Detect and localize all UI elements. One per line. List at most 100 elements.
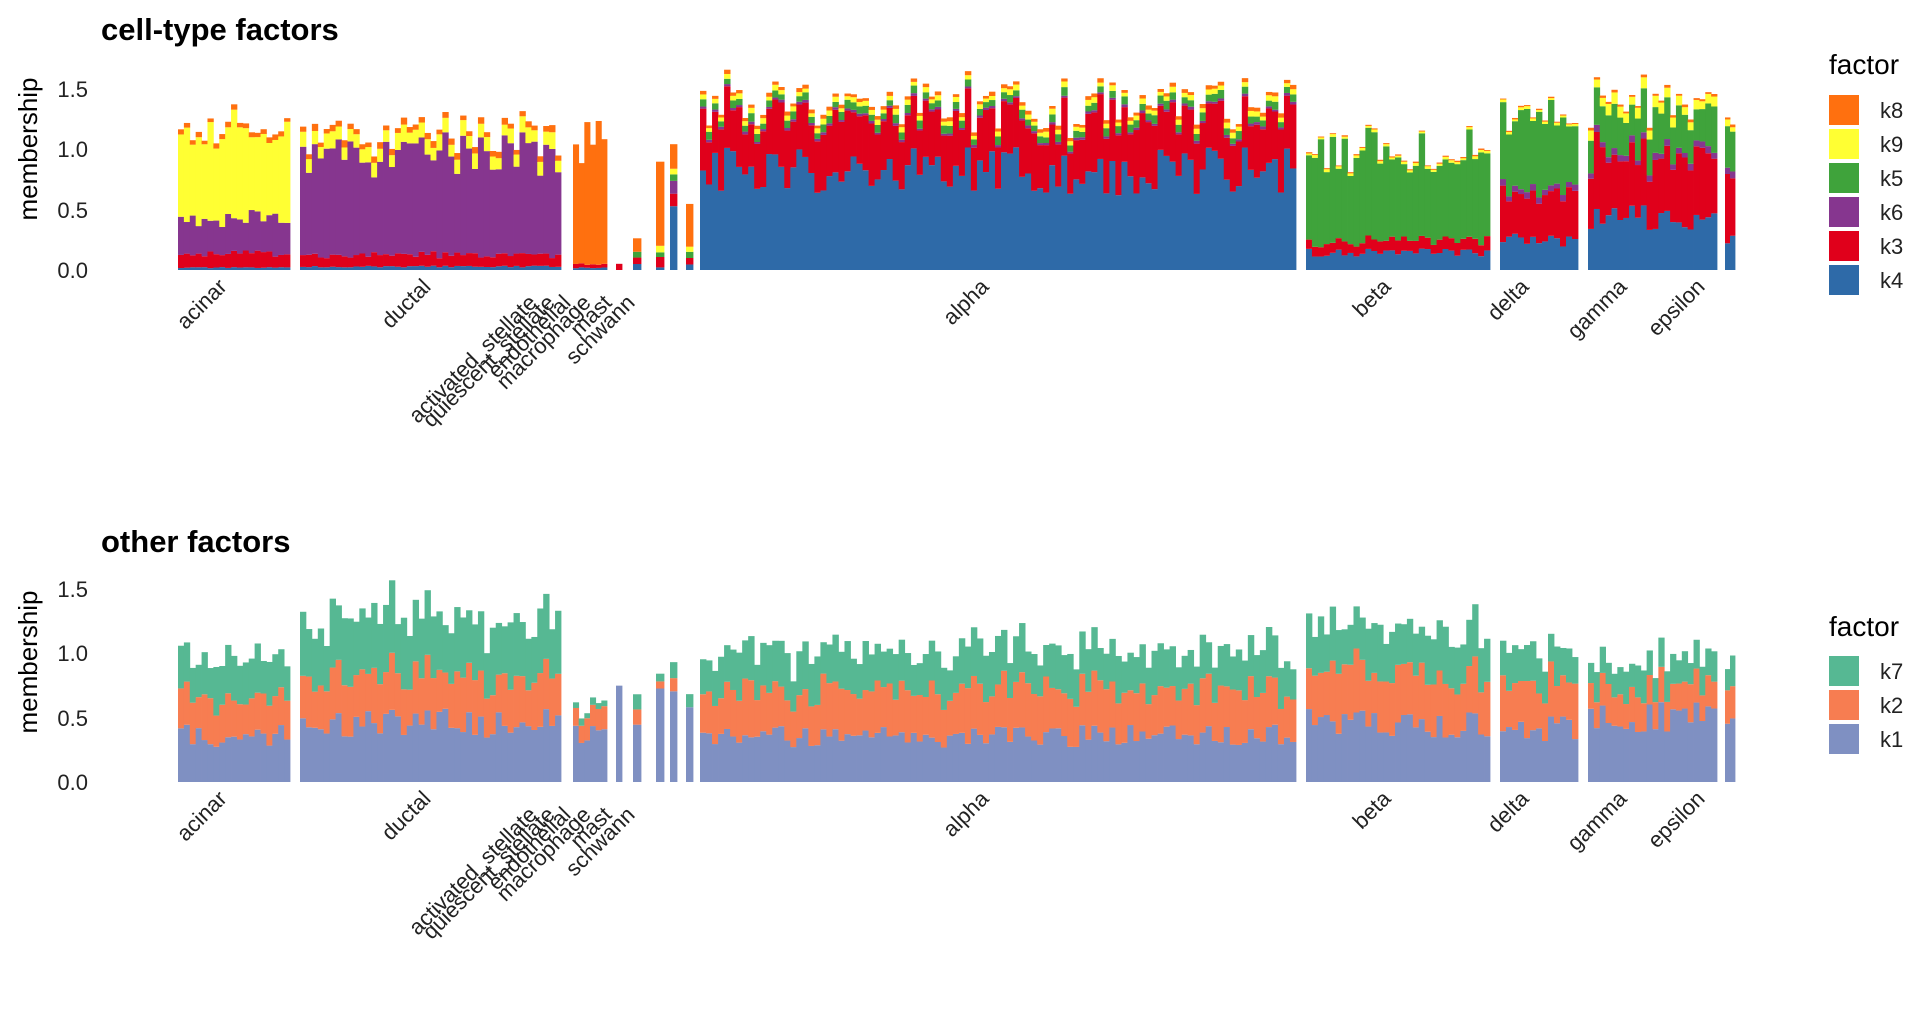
bar-segment-k2: [1235, 690, 1243, 745]
bar-segment-k3: [284, 254, 291, 268]
bar-segment-k1: [1681, 708, 1689, 782]
bar-segment-k7: [225, 644, 232, 694]
category-label: delta: [1482, 273, 1534, 325]
bar-segment-k8: [1277, 113, 1285, 118]
bar-segment-k3: [1317, 247, 1325, 257]
bar-segment-k9: [430, 147, 437, 161]
bar-segment-k9: [1199, 108, 1207, 113]
bar-segment-k5: [1472, 159, 1479, 239]
bar-segment-k2: [1664, 701, 1671, 732]
category-label: epsilon: [1643, 786, 1710, 853]
bar-segment-k4: [952, 165, 960, 270]
bar-segment-k4: [1193, 193, 1201, 270]
bar-segment-k9: [1512, 119, 1519, 122]
bar-segment-k1: [1518, 721, 1525, 782]
bar-segment-k5: [1265, 100, 1273, 107]
bar-segment-k7: [802, 641, 809, 690]
bar-segment-k8: [317, 142, 325, 148]
bar-segment-k1: [1554, 723, 1561, 782]
bar-segment-k5: [1253, 116, 1261, 123]
bar-segment-k1: [1073, 746, 1080, 782]
y-tick-label: 1.5: [57, 77, 88, 102]
bar-segment-k7: [904, 653, 912, 691]
bar-segment-k2: [225, 693, 232, 738]
bar-segment-k8: [573, 144, 580, 264]
bar-segment-k7: [1007, 663, 1014, 698]
bar-segment-k8: [266, 137, 273, 143]
bar-segment-k9: [1634, 107, 1642, 119]
bar-segment-k5: [934, 100, 942, 107]
bar-segment-k2: [1478, 692, 1485, 735]
bar-segment-k8: [1588, 127, 1595, 131]
bar-segment-k7: [1109, 638, 1116, 682]
bar-segment-k5: [1013, 90, 1020, 97]
bar-segment-k8: [1472, 154, 1479, 157]
bar-segment-k3: [862, 115, 869, 171]
bar-segment-k3: [1454, 243, 1461, 256]
bar-segment-k3: [1049, 124, 1056, 166]
bar-segment-k4: [784, 188, 791, 270]
bar-segment-k6: [1640, 132, 1648, 139]
bar-segment-k1: [1151, 735, 1158, 782]
bar-segment-k5: [826, 115, 833, 124]
bar-segment-k1: [1133, 741, 1140, 782]
bar-segment-k4: [272, 267, 279, 270]
bar-segment-k4: [1073, 179, 1080, 270]
bar-segment-k6: [1518, 189, 1525, 195]
bar-segment-k6: [513, 166, 520, 254]
bar-segment-k3: [1181, 105, 1189, 154]
bar-segment-k9: [1436, 163, 1443, 166]
bar-segment-k2: [1599, 672, 1606, 706]
bar-segment-k8: [862, 98, 869, 101]
bar-segment-k3: [1067, 153, 1074, 194]
bar-segment-k7: [284, 666, 291, 701]
bar-segment-k4: [454, 265, 461, 270]
bar-segment-k1: [1617, 726, 1624, 782]
bar-segment-k2: [1730, 686, 1736, 719]
bar-segment-k5: [1554, 125, 1561, 184]
bar-segment-k4: [1079, 183, 1086, 270]
bar-segment-k8: [1681, 104, 1689, 108]
bar-segment-k7: [790, 681, 797, 712]
bar-segment-k7: [1548, 633, 1555, 662]
bar-segment-k1: [1500, 731, 1507, 782]
bar-segment-k9: [928, 99, 936, 104]
bar-segment-k3: [1530, 190, 1537, 237]
bar-segment-k8: [365, 142, 372, 148]
bar-segment-k6: [418, 137, 425, 252]
bar-segment-k9: [1705, 93, 1712, 104]
bar-segment-k5: [1383, 146, 1390, 241]
bar-segment-k4: [982, 172, 990, 270]
bar-segment-k7: [1067, 653, 1074, 699]
bar-segment-k3: [1193, 143, 1201, 194]
bar-segment-k3: [802, 102, 809, 157]
bar-segment-k8: [1424, 165, 1432, 167]
bar-segment-k9: [1548, 98, 1555, 100]
category-label: acinar: [171, 786, 231, 846]
bar-segment-k4: [904, 165, 912, 270]
bar-segment-k1: [886, 736, 894, 782]
bar-segment-k6: [1623, 155, 1630, 162]
bar-segment-k8: [225, 121, 232, 128]
bar-segment-k2: [1133, 693, 1140, 742]
bar-segment-k4: [1472, 253, 1479, 270]
bar-segment-k3: [1548, 191, 1555, 236]
bar-segment-k4: [1265, 162, 1273, 270]
bar-segment-k1: [1091, 725, 1098, 782]
bar-segment-k3: [1329, 242, 1337, 253]
bar-segment-k7: [201, 652, 208, 695]
bar-segment-k3: [278, 254, 285, 268]
bar-segment-k7: [1725, 669, 1731, 691]
bar-segment-k3: [590, 264, 597, 269]
bar-segment-k6: [1145, 120, 1152, 123]
bar-segment-k8: [1412, 161, 1420, 164]
bar-segment-k5: [1611, 103, 1618, 149]
bar-segment-k7: [178, 645, 185, 689]
bar-segment-k6: [483, 151, 491, 257]
bar-segment-k1: [1181, 734, 1189, 782]
bar-segment-k4: [910, 148, 918, 270]
bar-segment-k1: [1109, 727, 1116, 782]
bar-segment-k4: [501, 265, 509, 270]
bar-segment-k9: [1554, 122, 1561, 126]
bar-segment-k9: [1699, 101, 1706, 110]
